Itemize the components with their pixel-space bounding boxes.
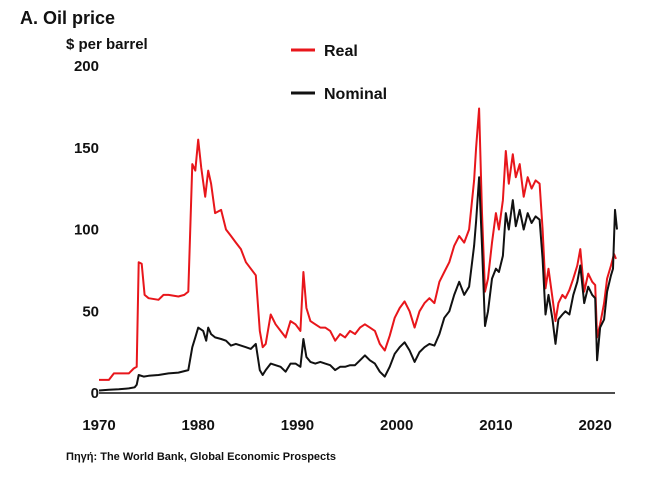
- legend-label-real: Real: [324, 43, 358, 60]
- x-tick-label-1990: 1990: [281, 417, 314, 434]
- x-tick-label-1970: 1970: [82, 417, 115, 434]
- x-tick-label-2010: 2010: [479, 417, 512, 434]
- source-note: Πηγή: The World Bank, Global Economic Pr…: [66, 451, 336, 463]
- legend-label-nominal: Nominal: [324, 86, 387, 103]
- y-tick-label-50: 50: [82, 303, 99, 320]
- y-tick-label-200: 200: [74, 58, 99, 75]
- x-tick-label-2020: 2020: [578, 417, 611, 434]
- legend: Real Nominal: [291, 43, 387, 103]
- x-axis-ticks: 1970 1980 1990 2000 2010 2020: [82, 417, 612, 434]
- y-tick-label-150: 150: [74, 140, 99, 157]
- series-lines: [98, 107, 618, 392]
- series-line-real: [99, 107, 617, 381]
- y-tick-label-100: 100: [74, 222, 99, 239]
- series-line-nominal: [98, 176, 618, 392]
- chart-title: A. Oil price: [20, 8, 116, 28]
- y-tick-label-0: 0: [91, 385, 99, 402]
- x-tick-label-2000: 2000: [380, 417, 413, 434]
- y-axis-ticks: 0 50 100 150 200: [74, 58, 99, 402]
- y-axis-unit-label: $ per barrel: [66, 36, 148, 53]
- x-tick-label-1980: 1980: [182, 417, 215, 434]
